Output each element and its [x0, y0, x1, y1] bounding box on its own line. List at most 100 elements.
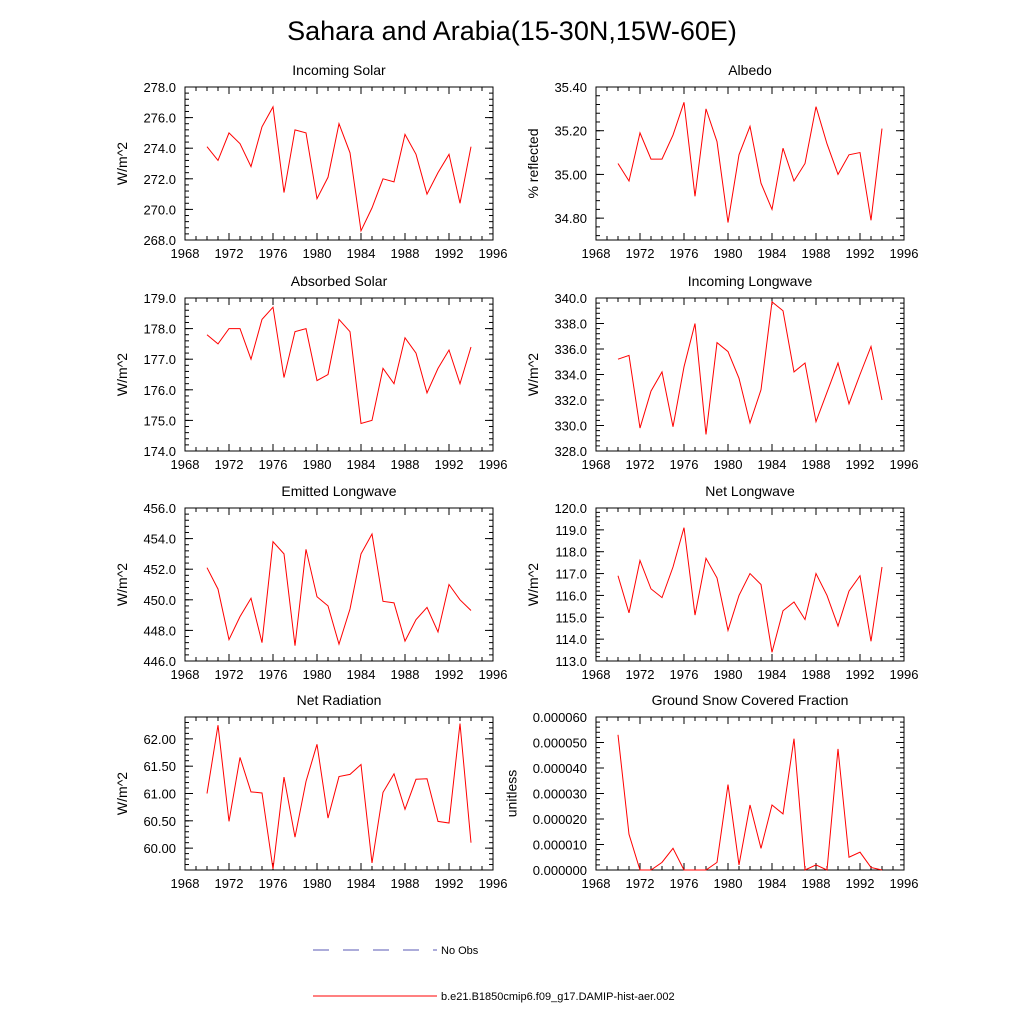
- x-tick-label: 1988: [802, 876, 831, 891]
- x-tick-label: 1980: [303, 876, 332, 891]
- x-tick-label: 1984: [758, 667, 787, 682]
- y-tick-label: 175.0: [143, 413, 176, 428]
- y-axis-label-albedo: % reflected: [525, 128, 541, 198]
- y-tick-label: 35.00: [554, 167, 587, 182]
- y-tick-label: 115.0: [555, 610, 587, 625]
- x-tick-label: 1996: [890, 246, 919, 261]
- figure-title: Sahara and Arabia(15-30N,15W-60E): [287, 16, 737, 46]
- y-tick-label: 278.0: [143, 80, 176, 95]
- x-tick-label: 1972: [626, 667, 655, 682]
- x-tick-label: 1992: [846, 667, 875, 682]
- x-tick-label: 1976: [259, 667, 288, 682]
- x-tick-label: 1996: [479, 457, 508, 472]
- y-tick-label: 0.000020: [533, 812, 587, 827]
- x-tick-label: 1972: [215, 876, 244, 891]
- x-tick-label: 1984: [347, 246, 376, 261]
- y-tick-label: 330.0: [554, 419, 587, 434]
- x-tick-label: 1968: [171, 667, 200, 682]
- y-tick-label: 446.0: [143, 654, 176, 669]
- x-tick-label: 1988: [391, 876, 420, 891]
- y-tick-label: 35.20: [554, 124, 587, 139]
- panel-title-absorbed-solar: Absorbed Solar: [291, 273, 388, 289]
- x-tick-label: 1988: [802, 246, 831, 261]
- y-tick-label: 113.0: [555, 654, 587, 669]
- panel-title-net-radiation: Net Radiation: [297, 692, 382, 708]
- panel-emitted-longwave: 1968 1972 1976 1980 1984 1988 1992 1996 446.0 448…: [114, 483, 507, 682]
- y-axis-label-absorbed-solar: W/m^2: [114, 353, 130, 396]
- x-tick-label: 1996: [890, 667, 919, 682]
- y-tick-label: 340.0: [554, 291, 587, 306]
- y-tick-label: 60.50: [143, 814, 176, 829]
- y-tick-label: 116.0: [555, 588, 587, 603]
- series-line-albedo-0: [617, 102, 883, 223]
- y-tick-label: 178.0: [143, 322, 176, 337]
- x-tick-label: 1980: [714, 457, 743, 472]
- y-tick-label: 179.0: [143, 291, 176, 306]
- x-tick-label: 1972: [626, 457, 655, 472]
- y-tick-label: 456.0: [143, 501, 176, 516]
- x-tick-label: 1996: [890, 876, 919, 891]
- x-tick-label: 1968: [171, 876, 200, 891]
- series-line-absorbed-solar-0: [206, 306, 472, 425]
- x-tick-label: 1996: [479, 667, 508, 682]
- y-tick-label: 176.0: [143, 383, 176, 398]
- x-tick-label: 1976: [259, 457, 288, 472]
- x-tick-label: 1996: [479, 246, 508, 261]
- panel-albedo: 1968 1972 1976 1980 1984 1988 1992 1996 34.80 35.…: [525, 62, 918, 261]
- x-tick-label: 1984: [758, 876, 787, 891]
- y-tick-label: 0.000060: [533, 710, 587, 725]
- x-tick-label: 1968: [582, 246, 611, 261]
- x-tick-label: 1968: [582, 876, 611, 891]
- y-tick-label: 114.0: [555, 632, 587, 647]
- x-tick-label: 1992: [435, 246, 464, 261]
- series-line-emitted-longwave-0: [206, 532, 472, 646]
- y-tick-label: 174.0: [143, 444, 176, 459]
- x-tick-label: 1992: [846, 457, 875, 472]
- y-tick-label: 336.0: [554, 342, 587, 357]
- legend-label-no-obs: No Obs: [441, 945, 479, 957]
- y-tick-label: 450.0: [143, 593, 176, 608]
- y-tick-label: 61.50: [143, 759, 176, 774]
- y-tick-label: 35.40: [554, 80, 587, 95]
- panel-net-radiation: 1968 1972 1976 1980 1984 1988 1992 1996 60.00 60.…: [114, 692, 507, 891]
- x-tick-label: 1972: [626, 876, 655, 891]
- x-tick-label: 1976: [670, 667, 699, 682]
- x-tick-label: 1988: [391, 457, 420, 472]
- x-tick-label: 1968: [582, 457, 611, 472]
- x-tick-label: 1968: [171, 246, 200, 261]
- y-tick-label: 177.0: [143, 352, 176, 367]
- y-tick-label: 0.000000: [533, 863, 587, 878]
- y-tick-label: 332.0: [554, 393, 587, 408]
- y-tick-label: 61.00: [143, 787, 176, 802]
- x-tick-label: 1980: [714, 246, 743, 261]
- panel-title-incoming-longwave: Incoming Longwave: [688, 273, 813, 289]
- x-tick-label: 1976: [259, 876, 288, 891]
- y-tick-label: 0.000030: [533, 787, 587, 802]
- y-tick-label: 117.0: [555, 567, 587, 582]
- x-tick-label: 1976: [259, 246, 288, 261]
- y-tick-label: 268.0: [143, 233, 176, 248]
- x-tick-label: 1980: [714, 876, 743, 891]
- x-tick-label: 1968: [582, 667, 611, 682]
- x-tick-label: 1972: [215, 457, 244, 472]
- y-tick-label: 452.0: [143, 562, 176, 577]
- x-tick-label: 1996: [479, 876, 508, 891]
- legend: No Obs b.e21.B1850cmip6.f09_g17.DAMIP-hi…: [313, 945, 675, 1003]
- y-tick-label: 0.000050: [533, 736, 587, 751]
- y-axis-label-net-radiation: W/m^2: [114, 772, 130, 815]
- x-tick-label: 1984: [347, 667, 376, 682]
- x-tick-label: 1984: [347, 876, 376, 891]
- y-axis-label-incoming-longwave: W/m^2: [525, 353, 541, 396]
- x-tick-label: 1992: [435, 457, 464, 472]
- y-tick-label: 276.0: [143, 111, 176, 126]
- series-line-net-longwave-0: [617, 527, 883, 653]
- y-tick-label: 34.80: [554, 211, 587, 226]
- panel-incoming-longwave: 1968 1972 1976 1980 1984 1988 1992 1996 328.0 330…: [525, 273, 918, 472]
- y-tick-label: 0.000040: [533, 761, 587, 776]
- x-tick-label: 1992: [435, 876, 464, 891]
- panel-title-net-longwave: Net Longwave: [705, 483, 795, 499]
- y-tick-label: 274.0: [143, 141, 176, 156]
- y-tick-label: 62.00: [143, 732, 176, 747]
- y-tick-label: 272.0: [143, 172, 176, 187]
